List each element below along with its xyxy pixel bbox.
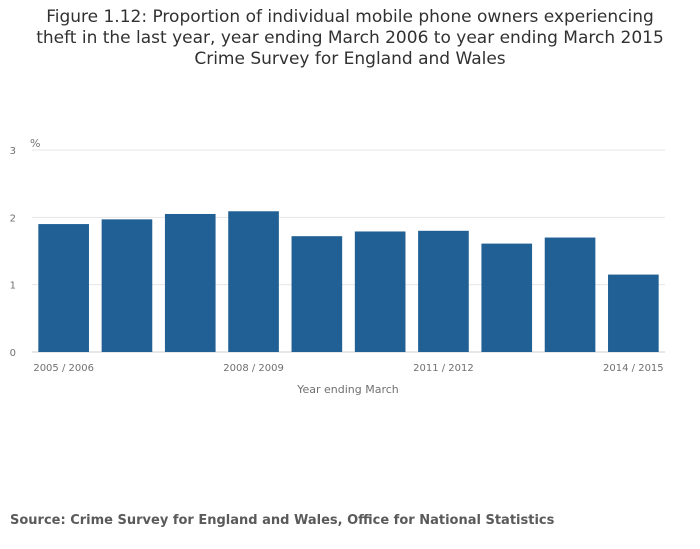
bar-2013-2014[interactable]: [544, 237, 596, 352]
y-tick-label: 0: [10, 348, 16, 359]
y-axis-label: %: [30, 137, 40, 150]
bar-2009-2010[interactable]: [291, 236, 343, 352]
y-tick-label: 1: [10, 281, 16, 292]
chart-title-line-1: Figure 1.12: Proportion of individual mo…: [46, 7, 654, 27]
x-tick-label: 2011 / 2012: [413, 363, 474, 374]
bar-2007-2008[interactable]: [164, 213, 216, 352]
x-tick-label: 2005 / 2006: [33, 363, 94, 374]
bar-2011-2012[interactable]: [418, 230, 469, 352]
y-tick-label: 2: [10, 213, 16, 224]
y-axis-ticks: 0 1 2 3: [10, 146, 16, 359]
x-axis-label: Year ending March: [296, 383, 399, 396]
bar-2006-2007[interactable]: [101, 219, 153, 352]
x-axis-ticks: 2005 / 2006 2008 / 2009 2011 / 2012 2014 / …: [33, 363, 663, 374]
bar-2008-2009[interactable]: [228, 211, 279, 352]
chart-title: Figure 1.12: Proportion of individual mo…: [0, 7, 700, 70]
bar-2010-2011[interactable]: [354, 231, 406, 352]
bar-2012-2013[interactable]: [481, 243, 533, 352]
chart-title-line-3: Crime Survey for England and Wales: [194, 49, 506, 69]
bar-2005-2006[interactable]: [38, 224, 89, 352]
source-note: Source: Crime Survey for England and Wal…: [10, 513, 555, 528]
x-tick-label: 2008 / 2009: [223, 363, 284, 374]
chart-title-line-2: theft in the last year, year ending Marc…: [36, 28, 664, 48]
bars: [38, 211, 659, 352]
x-tick-label: 2014 / 2015: [603, 363, 664, 374]
y-tick-label: 3: [10, 146, 16, 157]
bar-2014-2015[interactable]: [608, 274, 659, 352]
